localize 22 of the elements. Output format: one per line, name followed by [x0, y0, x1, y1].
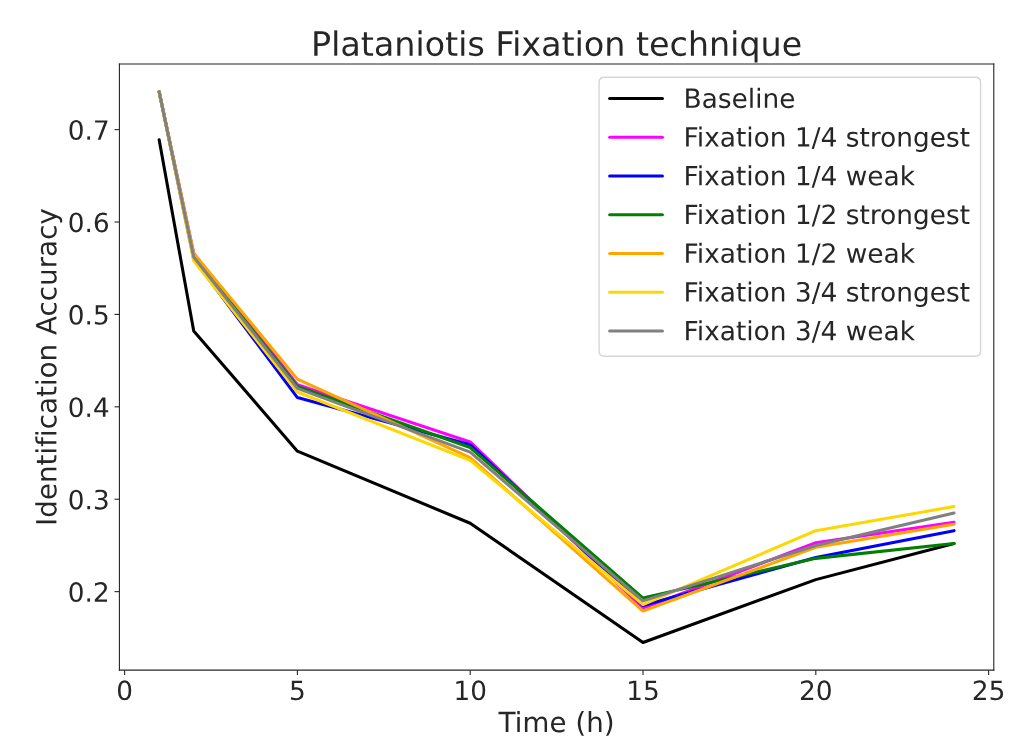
legend-label: Fixation 1/2 weak	[686, 242, 915, 266]
y-tick-label: 0.7	[69, 120, 108, 141]
y-tick-label: 0.3	[69, 489, 108, 510]
x-tick-label: 0	[117, 680, 132, 701]
legend-label: Fixation 1/4 strongest	[686, 126, 970, 153]
legend-label: Fixation 3/4 weak	[686, 320, 915, 343]
x-tick-label: 10	[456, 680, 486, 701]
x-tick-label: 15	[629, 680, 658, 701]
x-axis-title: Time (h)	[498, 710, 613, 736]
y-axis-title: Identification Accuracy	[35, 209, 63, 524]
legend-label: Baseline	[686, 87, 795, 109]
y-tick-label: 0.6	[69, 212, 109, 233]
y-tick-label: 0.5	[69, 304, 108, 325]
x-tick-label: 5	[291, 680, 304, 701]
chart-title: Plataniotis Fixation technique	[314, 30, 801, 63]
x-tick-label: 20	[800, 680, 831, 701]
y-tick-label: 0.4	[69, 397, 109, 418]
legend-label: Fixation 1/2 strongest	[686, 203, 970, 230]
x-tick-label: 25	[973, 680, 1004, 701]
legend-label: Fixation 3/4 strongest	[686, 281, 970, 307]
y-tick-label: 0.2	[69, 582, 108, 603]
legend-label: Fixation 1/4 weak	[686, 165, 915, 188]
